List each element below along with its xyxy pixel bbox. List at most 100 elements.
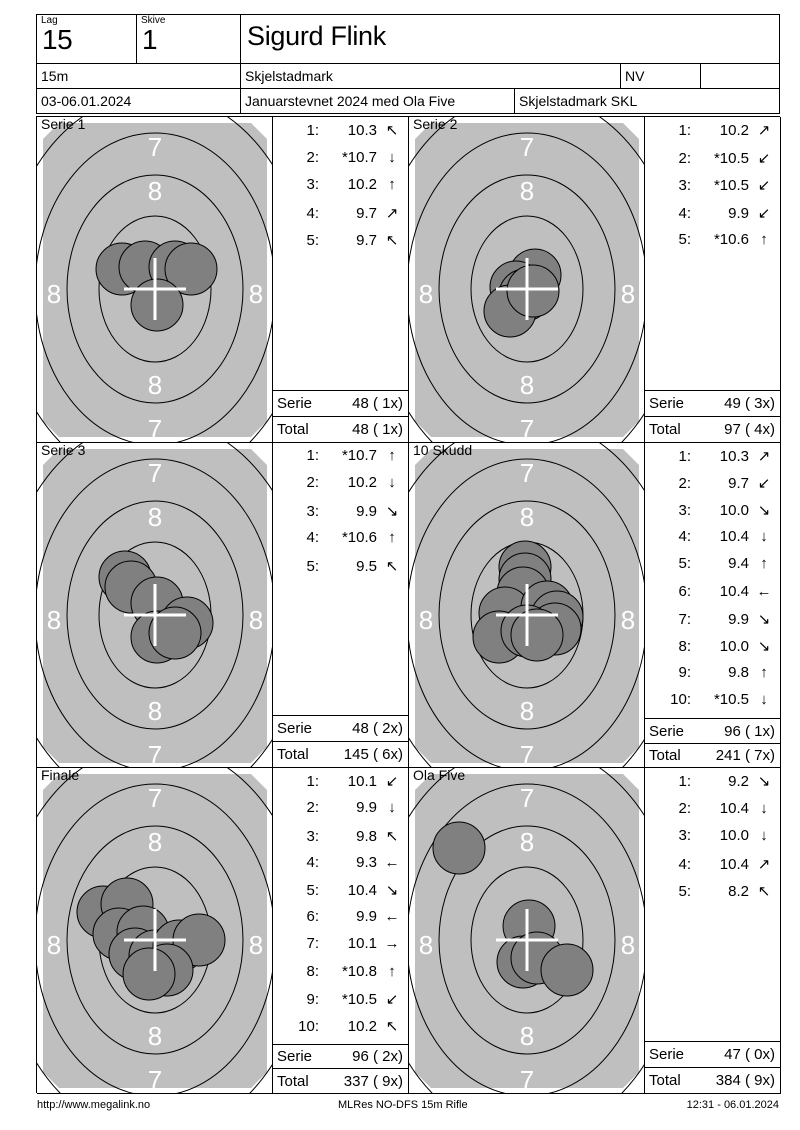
shot-index: 5:: [306, 557, 319, 575]
serie-score: 48 ( 2x): [352, 720, 403, 738]
shot-direction-arrow-icon: ↗: [757, 447, 771, 465]
panel-title: Finale: [41, 768, 80, 784]
target-cell[interactable]: 67888876Serie 2: [409, 117, 645, 443]
shot-score: 10.4: [719, 855, 749, 873]
shot-score: 10.0: [719, 827, 749, 845]
target-cell[interactable]: 67888876Serie 1: [37, 117, 273, 443]
ring-value-label: 8: [47, 279, 61, 309]
shot-list: 1: 10.3 ↗ 2: 9.7 ↙ 3: 10.0 ↘ 4: 10.4 ↓ 5: 9.4 ↑ 6: 10.4 ←…: [645, 443, 780, 719]
region-cell: NV: [621, 64, 701, 88]
ring-value-label: 7: [520, 457, 534, 487]
shot-row: 2: 9.7 ↙: [645, 474, 780, 501]
score-cell: 1: 9.2 ↘ 2: 10.4 ↓ 3: 10.0 ↓ 4: 10.4 ↗ 5: 8.2 ↖ Serie 47…: [645, 768, 781, 1094]
total-label: Total: [649, 1071, 681, 1089]
shot-index: 5:: [678, 231, 691, 248]
panel-6: 67888876Ola Five1:9.2↘2:10.4↓3:10.0↓4:10…: [409, 768, 781, 1094]
shot-score: 9.8: [356, 827, 377, 845]
serie-label-row: Serie 48 ( 2x): [273, 715, 408, 741]
shot-score: 9.4: [728, 555, 749, 573]
ring-value-label: 7: [148, 414, 162, 443]
panel-5: 67888876Finale1:10.1↙2:9.9↓3:9.8↖4:9.3←5…: [37, 768, 409, 1094]
shot-row: 6: 10.4 ←: [645, 583, 780, 610]
target-cell[interactable]: 67888876Ola Five: [409, 768, 645, 1094]
shot-index: 1:: [678, 773, 691, 791]
shot-score: 9.5: [356, 557, 377, 575]
shot-index: 2:: [306, 799, 319, 817]
scoring-ring: [37, 783, 272, 1093]
shot-list: 1: 10.3 ↖ 2: *10.7 ↓ 3: 10.2 ↑ 4: 9.7 ↗ 5: 9.7 ↖: [273, 117, 408, 390]
total-label-row: Total 337 ( 9x): [273, 1068, 408, 1092]
total-label: Total: [649, 420, 681, 438]
skive-cell: Skive 1: [137, 15, 241, 63]
score-cell: 1: 10.3 ↖ 2: *10.7 ↓ 3: 10.2 ↑ 4: 9.7 ↗ 5: 9.7 ↖ Serie 4…: [273, 117, 409, 443]
panel-4: 6788887610 Skudd1:10.3↗2:9.7↙3:10.0↘4:10…: [409, 442, 781, 769]
shot-direction-arrow-icon: ↓: [388, 799, 396, 817]
target-face: 67888876: [37, 117, 272, 443]
shot-direction-arrow-icon: ←: [384, 908, 400, 926]
total-label-row: Total 145 ( 6x): [273, 741, 408, 767]
target-cell[interactable]: 6788887610 Skudd: [409, 442, 645, 769]
score-cell: 1: 10.1 ↙ 2: 9.9 ↓ 3: 9.8 ↖ 4: 9.3 ← 5: 10.4 ↘ 6: 9.9 ← 7:…: [273, 768, 409, 1094]
serie-label: Serie: [277, 394, 313, 412]
shot-score: 10.3: [347, 122, 377, 139]
shot-score: *10.5: [713, 177, 749, 194]
shot-direction-arrow-icon: ↖: [385, 557, 399, 575]
shot-row: 10: 10.2 ↖: [273, 1017, 408, 1044]
shot-index: 2:: [306, 148, 319, 166]
ring-value-label: 8: [621, 930, 635, 960]
footer-url[interactable]: http://www.megalink.no: [37, 1099, 151, 1111]
shot-list: 1: 9.2 ↘ 2: 10.4 ↓ 3: 10.0 ↓ 4: 10.4 ↗ 5: 8.2 ↖: [645, 768, 780, 1041]
total-score: 241 ( 7x): [715, 747, 775, 764]
target-cell[interactable]: 67888876Finale: [37, 768, 273, 1094]
panel-1: 67888876Serie 11:10.3↖2:*10.7↓3:10.2↑4:9…: [37, 117, 409, 443]
shot-row: 4: 9.3 ←: [273, 854, 408, 881]
score-cell: 1: *10.7 ↑ 2: 10.2 ↓ 3: 9.9 ↘ 4: *10.6 ↑ 5: 9.5 ↖ Serie…: [273, 442, 409, 769]
shot-index: 5:: [678, 555, 691, 573]
shot-direction-arrow-icon: ↙: [385, 990, 399, 1008]
shot-row: 4: *10.6 ↑: [273, 529, 408, 557]
header-block: Lag 15 Skive 1 Sigurd Flink 15m Skjelsta…: [36, 14, 780, 114]
ring-value-label: 8: [148, 695, 162, 725]
shot-hole: [432, 821, 486, 875]
ring-value-label: 8: [520, 176, 534, 206]
scoring-ring: [409, 132, 644, 442]
serie-label-row: Serie 96 ( 1x): [645, 718, 780, 742]
crosshair-marker: [496, 583, 558, 646]
scoring-ring: [470, 215, 584, 363]
header-row-event: 03-06.01.2024 Januarstevnet 2024 med Ola…: [37, 89, 779, 113]
shot-index: 4:: [678, 204, 691, 222]
shot-row: 8: 10.0 ↘: [645, 637, 780, 664]
scoring-ring: [98, 215, 212, 363]
shot-score: *10.5: [341, 990, 377, 1008]
header-row-venue: 15m Skjelstadmark NV: [37, 64, 779, 89]
shot-row: 3: 10.2 ↑: [273, 176, 408, 204]
shot-direction-arrow-icon: ↑: [760, 555, 768, 573]
scoring-ring: [438, 825, 616, 1055]
shot-direction-arrow-icon: ↗: [385, 204, 399, 222]
shot-row: 1: *10.7 ↑: [273, 447, 408, 475]
shot-score: *10.6: [713, 231, 749, 248]
shot-direction-arrow-icon: ↘: [757, 610, 771, 628]
panel-grid: 67888876Serie 11:10.3↖2:*10.7↓3:10.2↑4:9…: [36, 116, 781, 1094]
shot-list: 1: 10.2 ↗ 2: *10.5 ↙ 3: *10.5 ↙ 4: 9.9 ↙ 5: *10.6 ↑: [645, 117, 780, 390]
shot-index: 5:: [306, 232, 319, 249]
shot-direction-arrow-icon: ↘: [757, 501, 771, 519]
crosshair-marker: [496, 909, 558, 972]
crosshair-marker: [124, 583, 186, 646]
shot-row: 5: 9.5 ↖: [273, 557, 408, 585]
panel-row: 67888876Finale1:10.1↙2:9.9↓3:9.8↖4:9.3←5…: [37, 768, 781, 1094]
shot-index: 1:: [678, 447, 691, 465]
scoring-ring: [37, 132, 272, 442]
shot-direction-arrow-icon: ↓: [388, 148, 396, 166]
shot-hole: [122, 947, 176, 1001]
shot-row: 4: 9.9 ↙: [645, 204, 780, 232]
shot-score: 10.4: [719, 582, 749, 600]
scoring-ring: [438, 500, 616, 730]
target-cell[interactable]: 67888876Serie 3: [37, 442, 273, 769]
ring-value-label: 8: [148, 1021, 162, 1051]
ring-value-label: 8: [520, 827, 534, 857]
target-face: 67888876: [409, 117, 644, 442]
shot-index: 4:: [678, 528, 691, 546]
shot-row: 9: 9.8 ↑: [645, 664, 780, 691]
serie-score: 96 ( 1x): [724, 722, 775, 740]
